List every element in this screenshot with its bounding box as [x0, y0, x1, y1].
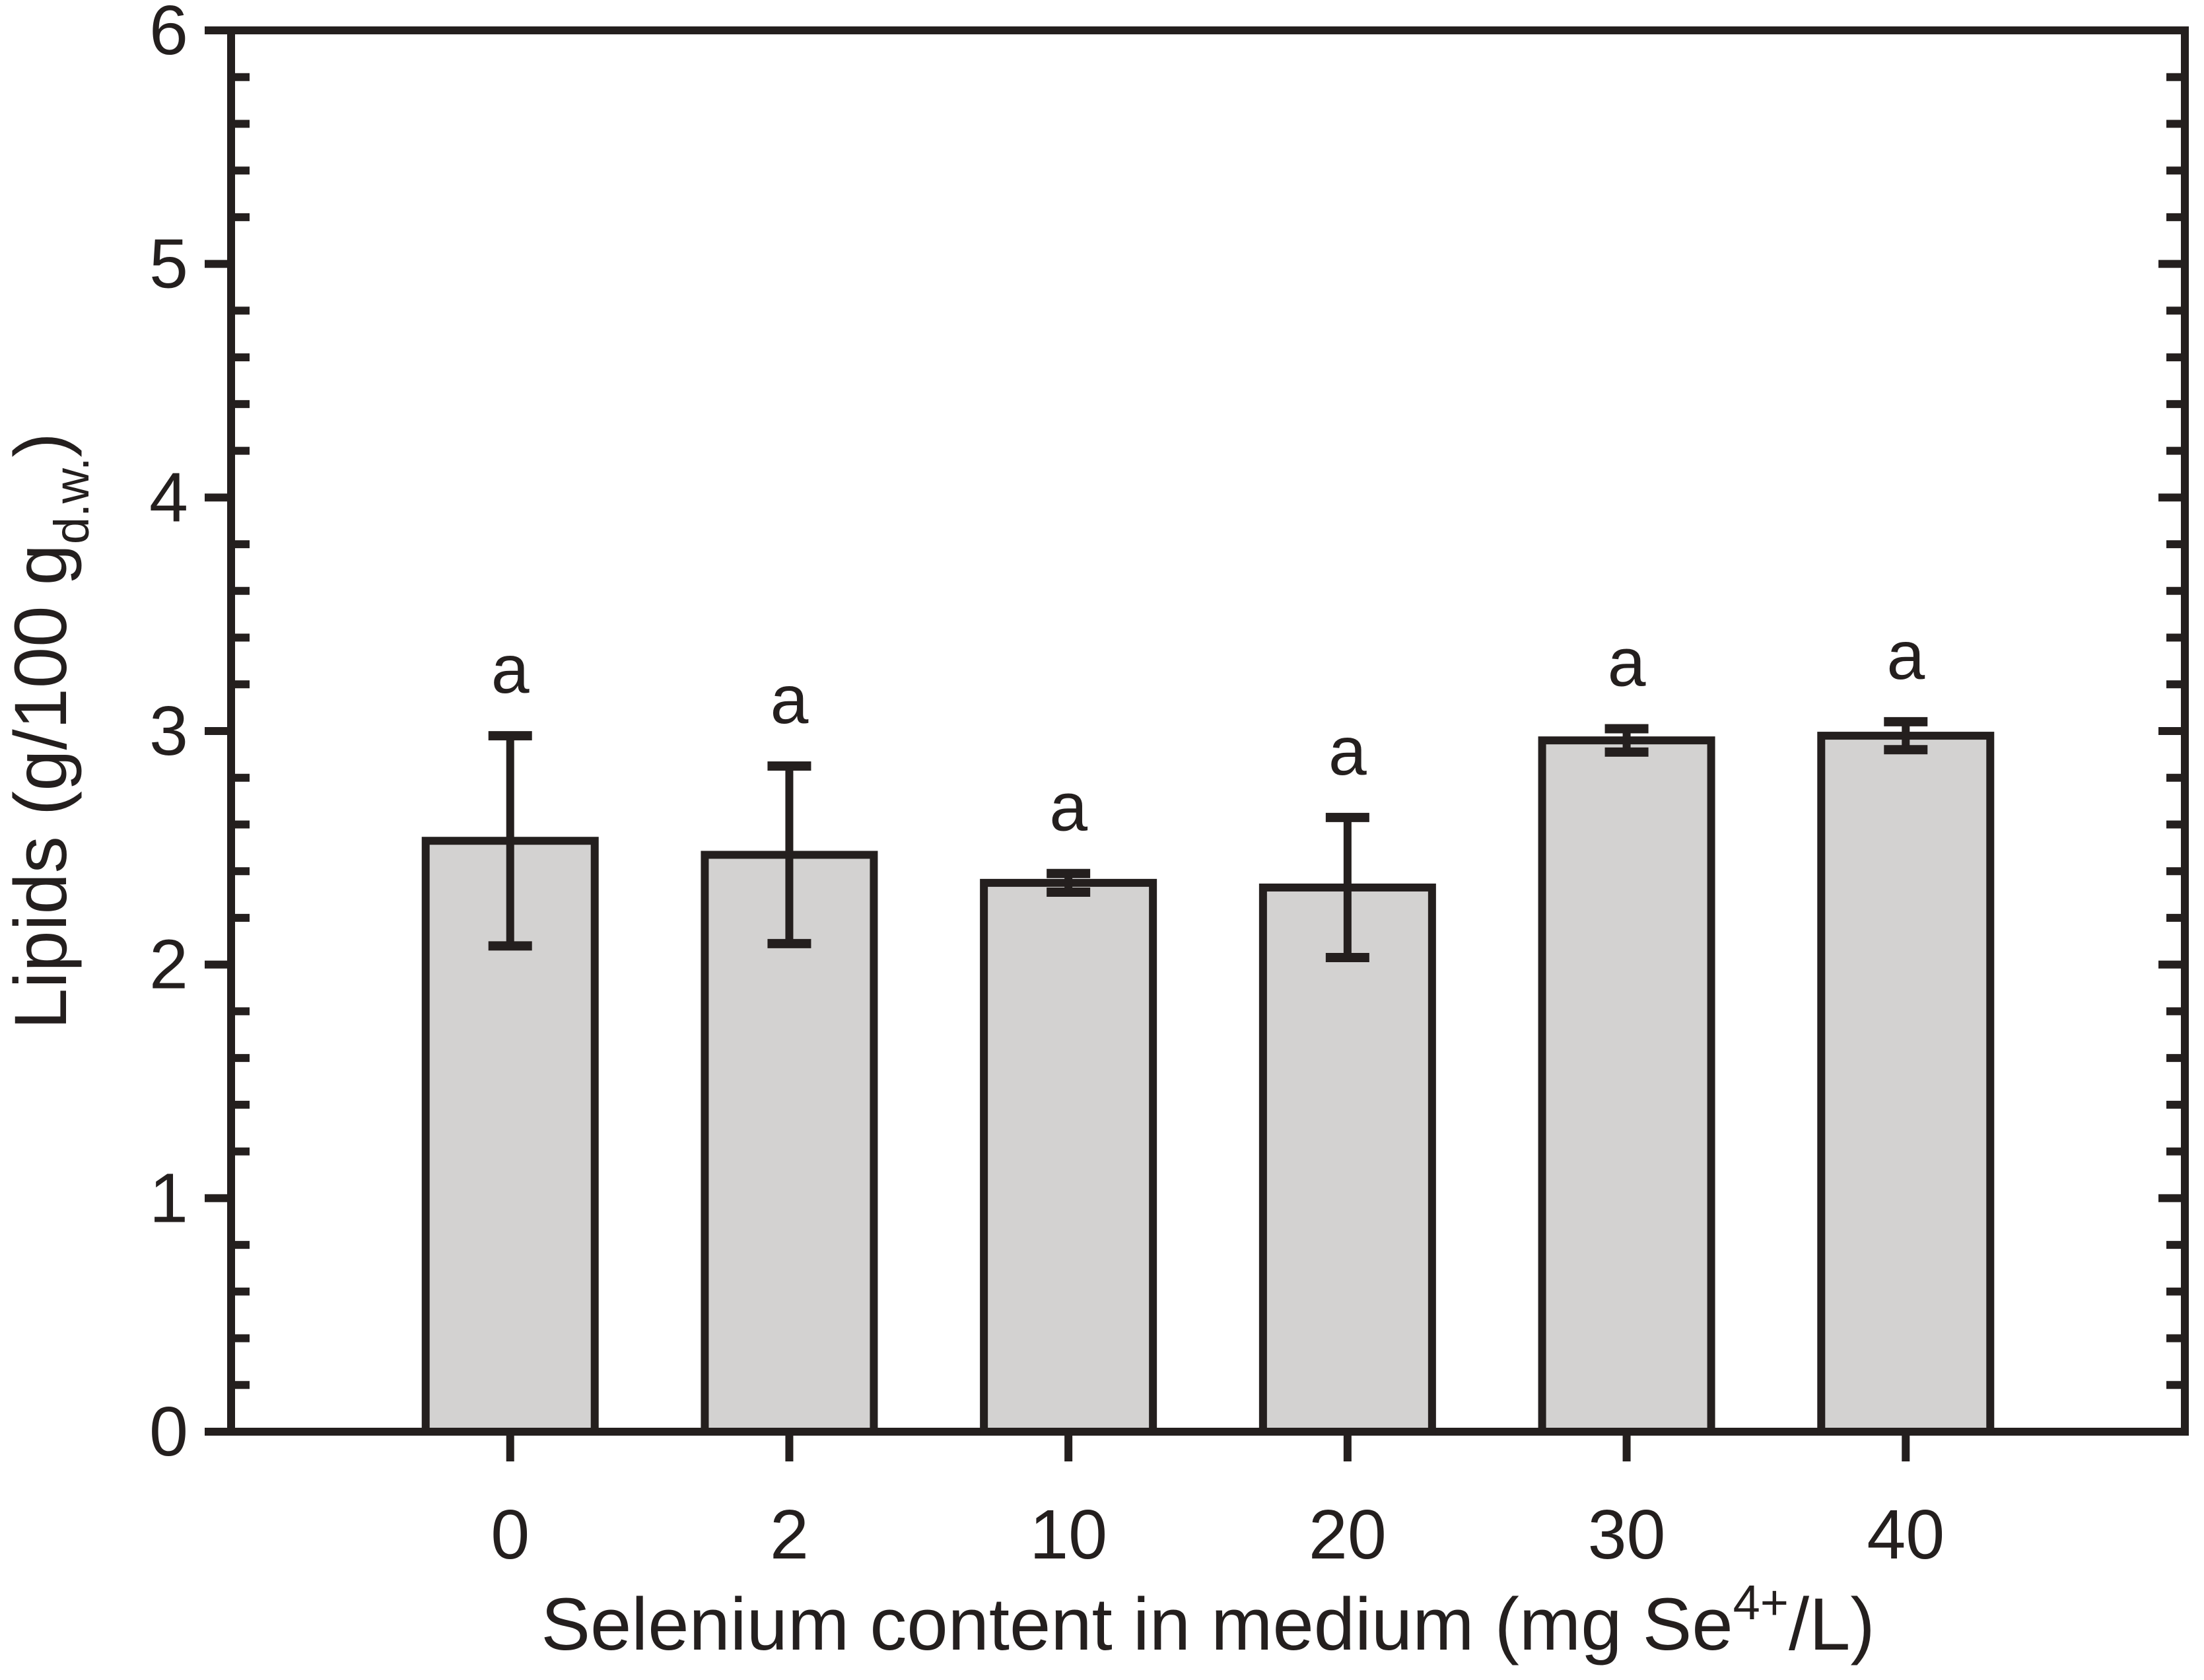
- significance-label: a: [1608, 624, 1646, 701]
- y-tick-label: 4: [149, 458, 188, 536]
- x-tick-label: 40: [1867, 1496, 1945, 1574]
- y-tick-label: 1: [149, 1159, 188, 1237]
- x-tick-label: 2: [770, 1496, 809, 1574]
- bar-category-40: [1817, 732, 1995, 1436]
- x-tick-label: 20: [1309, 1496, 1387, 1574]
- bar-category-20: [1258, 883, 1436, 1436]
- x-tick-label: 10: [1029, 1496, 1107, 1574]
- y-tick-label: 0: [149, 1393, 188, 1471]
- y-tick-label: 3: [149, 692, 188, 770]
- y-tick-label: 2: [149, 926, 188, 1004]
- x-tick-label: 0: [491, 1496, 530, 1574]
- y-tick-label: 6: [149, 0, 188, 69]
- x-axis-title: Selenium content in medium (mg Se4+/L): [541, 1575, 1875, 1665]
- bar-category-2: [701, 851, 878, 1436]
- significance-label: a: [491, 631, 530, 708]
- significance-label: a: [1328, 713, 1367, 790]
- significance-label: a: [1886, 617, 1925, 694]
- significance-label: a: [771, 662, 809, 738]
- y-tick-label: 5: [149, 225, 188, 303]
- bar-category-10: [980, 878, 1157, 1436]
- significance-label: a: [1049, 769, 1087, 846]
- x-tick-label: 30: [1588, 1496, 1666, 1574]
- y-axis-title: Lipids (g/100 gd.w.): [0, 433, 99, 1030]
- bar-category-30: [1538, 736, 1715, 1436]
